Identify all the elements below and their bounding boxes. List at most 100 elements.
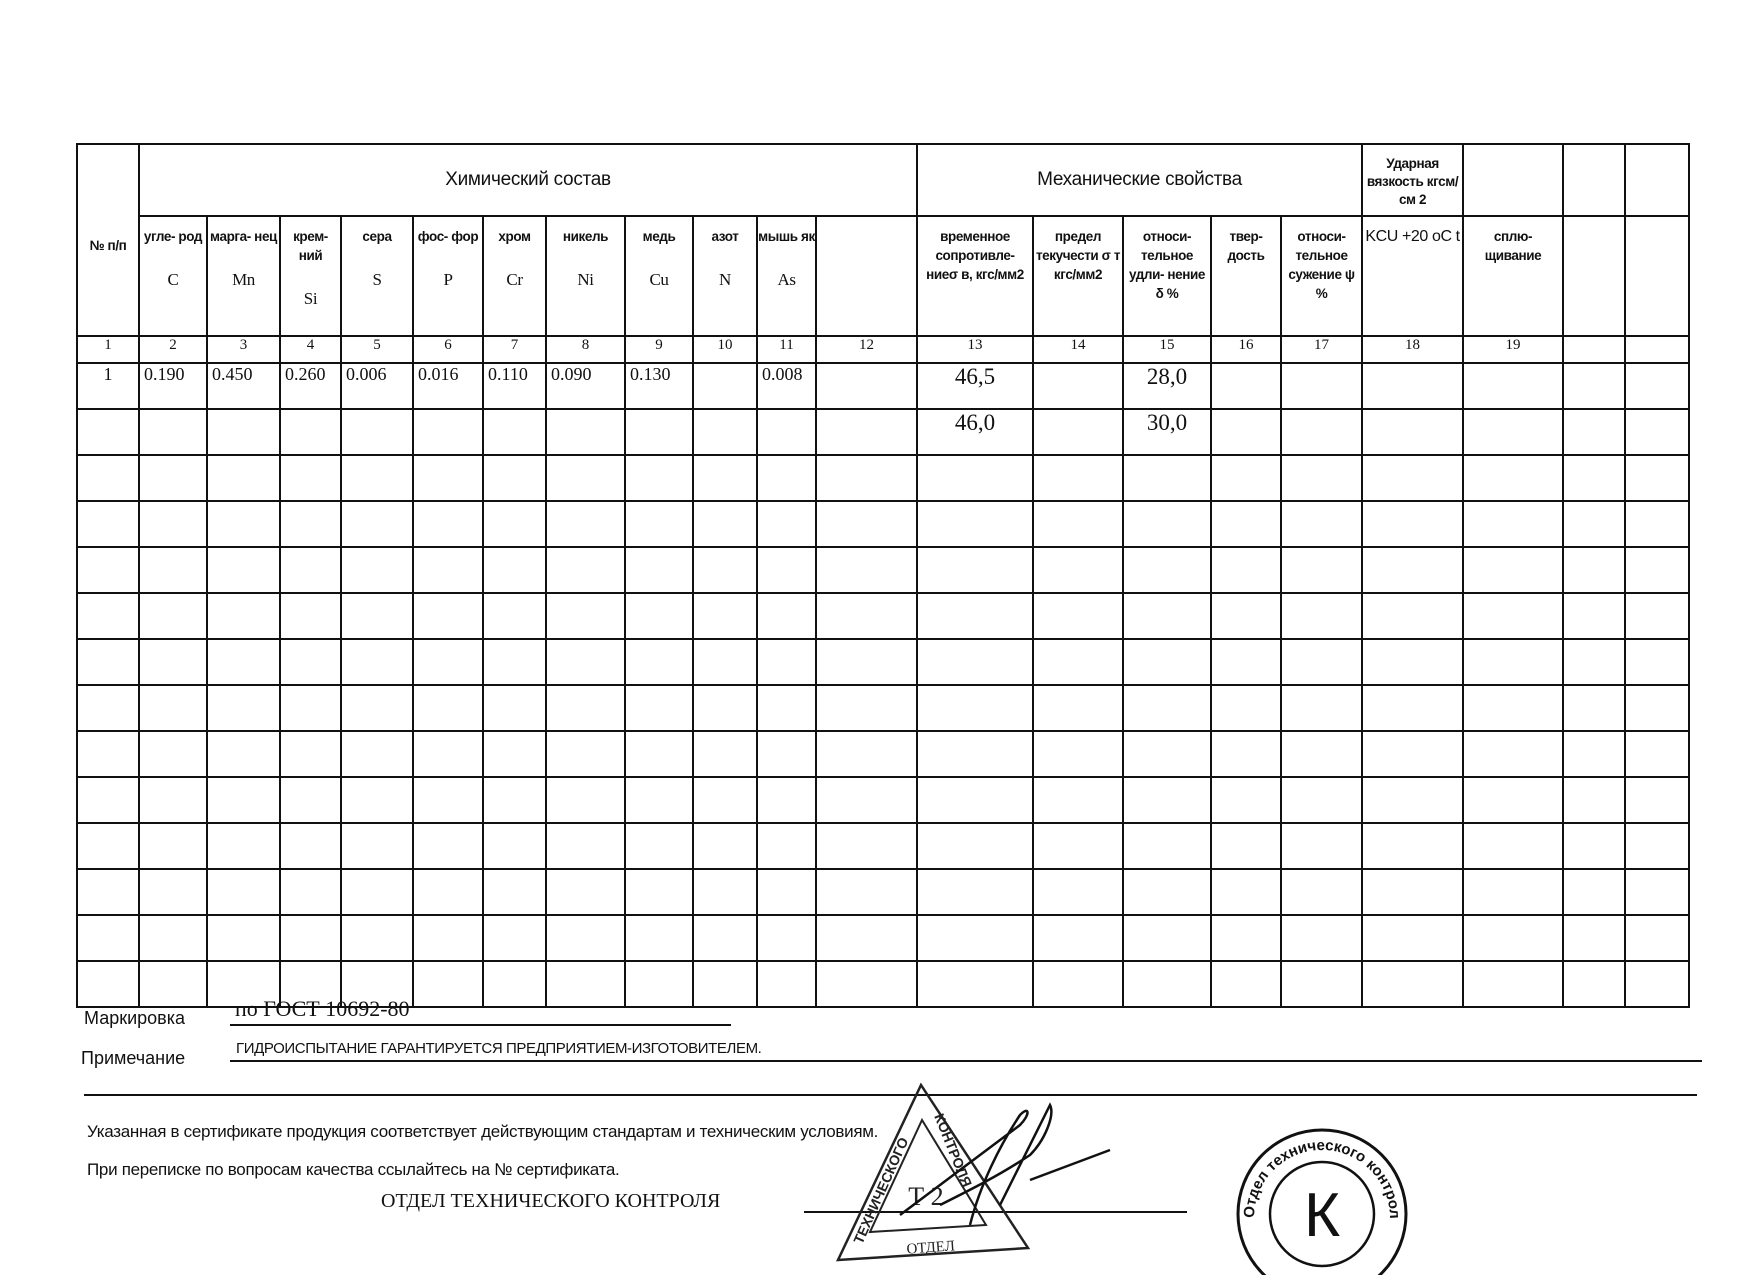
table-cell [138, 546, 208, 594]
marking-label: Маркировка [84, 1008, 186, 1028]
table-cell [76, 914, 140, 962]
element-name: азот [711, 229, 739, 244]
table-cell [756, 592, 817, 640]
table-cell [412, 868, 484, 916]
table-cell [1624, 960, 1691, 1008]
note-underline-2 [84, 1094, 1697, 1096]
table-cell: 46,0 [916, 408, 1034, 456]
table-cell [76, 408, 140, 456]
table-cell [815, 500, 918, 548]
table-cell [482, 592, 547, 640]
table-cell [206, 730, 281, 778]
table-cell [1032, 592, 1124, 640]
table-cell [815, 362, 918, 410]
table-cell [1122, 776, 1212, 824]
chem-column-header: крем- ний Si [279, 215, 342, 337]
chem-column-header: сера S [340, 215, 414, 337]
table-cell [1122, 914, 1212, 962]
marking-underline [230, 1024, 731, 1026]
table-cell [1361, 454, 1465, 502]
table-cell [1462, 362, 1565, 410]
table-cell [482, 500, 547, 548]
table-cell [1462, 960, 1565, 1008]
table-cell [1032, 454, 1124, 502]
table-cell [279, 546, 342, 594]
table-cell [1462, 546, 1565, 594]
table-cell [916, 454, 1034, 502]
table-cell [482, 454, 547, 502]
table-cell [76, 638, 140, 686]
table-cell [206, 914, 281, 962]
table-cell [1624, 454, 1691, 502]
impact-kcu-header: KCU +20 оС t [1361, 215, 1465, 337]
table-cell [279, 730, 342, 778]
column-number: 3 [206, 335, 281, 364]
table-cell [916, 500, 1034, 548]
table-cell [1562, 408, 1627, 456]
marking-value: по ГОСТ 10692-80 [235, 996, 410, 1021]
element-name: сера [362, 229, 392, 244]
table-cell [692, 408, 758, 456]
table-cell [1279, 776, 1364, 824]
table-cell [545, 960, 626, 1008]
table-cell [1562, 500, 1627, 548]
table-cell [76, 454, 140, 502]
note-underline [230, 1060, 1702, 1062]
table-cell [756, 408, 817, 456]
table-cell [138, 960, 208, 1008]
table-cell: 46,5 [916, 362, 1034, 410]
table-cell [279, 638, 342, 686]
table-cell [756, 638, 817, 686]
table-cell [412, 730, 484, 778]
column-number: 17 [1279, 335, 1364, 364]
table-cell [76, 684, 140, 732]
signature [899, 1102, 1111, 1226]
column-number: 15 [1122, 335, 1212, 364]
column-number: 6 [412, 335, 484, 364]
table-cell [340, 638, 414, 686]
table-cell [624, 960, 694, 1008]
round-stamp: Отдел технического контроля К [1232, 1118, 1408, 1275]
table-cell [1361, 684, 1465, 732]
table-cell: 0.450 [206, 362, 281, 410]
table-cell [138, 868, 208, 916]
table-cell [340, 730, 414, 778]
table-cell [545, 638, 626, 686]
column-number: 9 [624, 335, 694, 364]
table-cell [545, 684, 626, 732]
table-cell [279, 454, 342, 502]
table-cell [1624, 730, 1691, 778]
table-cell: 0.016 [412, 362, 484, 410]
table-cell: 1 [76, 362, 140, 410]
table-cell [1361, 500, 1465, 548]
chem-column-header: медь Cu [624, 215, 694, 337]
table-cell [1122, 730, 1212, 778]
table-cell [1361, 638, 1465, 686]
table-cell [1562, 822, 1627, 870]
table-cell [1562, 960, 1627, 1008]
table-cell [756, 776, 817, 824]
table-cell [545, 408, 626, 456]
table-cell [1122, 546, 1212, 594]
table-cell [1032, 730, 1124, 778]
table-cell [1210, 960, 1282, 1008]
table-cell [1122, 500, 1212, 548]
table-cell [1462, 592, 1565, 640]
table-row [76, 684, 1691, 732]
element-symbol: C [167, 270, 179, 289]
table-cell [1279, 914, 1364, 962]
note-label: Примечание [81, 1048, 186, 1068]
table-cell [206, 546, 281, 594]
table-cell [482, 684, 547, 732]
table-cell [1279, 868, 1364, 916]
element-name: медь [642, 229, 676, 244]
impact-strength-header: Ударная вязкость кгсм/см 2 [1361, 143, 1465, 217]
table-cell [1279, 684, 1364, 732]
column-number [1562, 335, 1627, 364]
table-cell [692, 776, 758, 824]
table-cell [692, 684, 758, 732]
table-cell [482, 776, 547, 824]
table-cell [1562, 546, 1627, 594]
table-cell [412, 822, 484, 870]
table-cell [138, 776, 208, 824]
